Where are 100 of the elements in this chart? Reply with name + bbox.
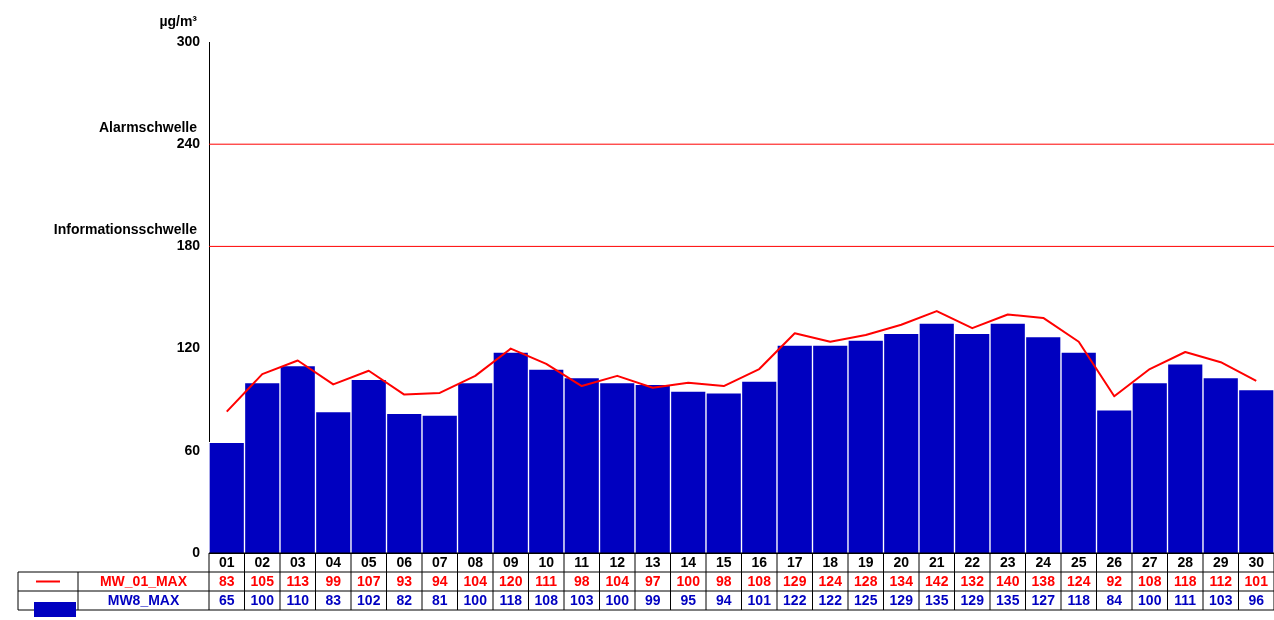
x-tick-label: 05 xyxy=(360,554,377,571)
data-label: 103 xyxy=(570,592,594,609)
ref-line-label: Informationsschwelle xyxy=(53,221,198,238)
x-tick-label: 17 xyxy=(786,554,803,571)
data-label: 102 xyxy=(357,592,381,609)
x-tick-label: 04 xyxy=(325,554,342,571)
y-tick-label: 240 xyxy=(176,135,201,152)
data-label: 101 xyxy=(1244,573,1269,590)
data-label: 129 xyxy=(889,592,914,609)
x-tick-label: 20 xyxy=(893,554,910,571)
data-label: 138 xyxy=(1031,573,1056,590)
x-tick-label: 25 xyxy=(1070,554,1087,571)
x-tick-label: 24 xyxy=(1035,554,1052,571)
data-label: 100 xyxy=(1138,592,1162,609)
data-label: 125 xyxy=(854,592,878,609)
x-tick-label: 23 xyxy=(999,554,1016,571)
data-label: 108 xyxy=(1138,573,1162,590)
data-label: 99 xyxy=(644,592,661,609)
data-label: 83 xyxy=(325,592,342,609)
x-tick-label: 11 xyxy=(574,554,590,571)
data-label: 112 xyxy=(1209,573,1233,590)
x-tick-label: 03 xyxy=(289,554,306,571)
x-tick-label: 16 xyxy=(751,554,768,571)
x-tick-label: 07 xyxy=(431,554,448,571)
data-label: 84 xyxy=(1106,592,1123,609)
data-label: 111 xyxy=(1174,592,1197,609)
data-label: 122 xyxy=(783,592,807,609)
x-tick-label: 30 xyxy=(1248,554,1265,571)
data-label: 94 xyxy=(715,592,732,609)
data-label: 93 xyxy=(396,573,413,590)
y-tick-label: 180 xyxy=(176,237,201,254)
data-label: 105 xyxy=(250,573,275,590)
data-label: 101 xyxy=(747,592,772,609)
x-tick-label: 14 xyxy=(680,554,697,571)
data-label: 107 xyxy=(357,573,381,590)
data-label: 127 xyxy=(1031,592,1056,609)
data-label: 129 xyxy=(783,573,807,590)
data-label: 120 xyxy=(499,573,523,590)
ref-line-label: Alarmschwelle xyxy=(98,119,198,136)
x-tick-label: 13 xyxy=(644,554,661,571)
data-label: 95 xyxy=(680,592,697,609)
data-label: 134 xyxy=(889,573,914,590)
legend-label: MW8_MAX xyxy=(107,592,180,609)
x-tick-label: 18 xyxy=(822,554,839,571)
data-label: 111 xyxy=(535,573,558,590)
x-tick-label: 06 xyxy=(396,554,413,571)
data-label: 98 xyxy=(573,573,590,590)
data-label: 135 xyxy=(996,592,1020,609)
data-label: 100 xyxy=(250,592,275,609)
x-tick-label: 01 xyxy=(218,554,235,571)
x-tick-label: 12 xyxy=(609,554,626,571)
x-tick-label: 09 xyxy=(502,554,519,571)
x-tick-label: 29 xyxy=(1212,554,1229,571)
data-label: 100 xyxy=(605,592,630,609)
data-label: 108 xyxy=(747,573,772,590)
y-tick-label: 0 xyxy=(192,543,201,560)
data-label: 124 xyxy=(818,573,843,590)
data-label: 108 xyxy=(534,592,559,609)
y-tick-label: 120 xyxy=(176,339,201,356)
data-label: 128 xyxy=(854,573,878,590)
data-label: 100 xyxy=(463,592,488,609)
data-label: 104 xyxy=(463,573,488,590)
x-tick-label: 28 xyxy=(1177,554,1194,571)
data-label: 124 xyxy=(1067,573,1091,590)
y-axis-title: µg/m³ xyxy=(159,13,198,29)
x-tick-label: 19 xyxy=(857,554,874,571)
x-tick-label: 27 xyxy=(1141,554,1158,571)
y-tick-label: 300 xyxy=(176,32,201,49)
data-label: 132 xyxy=(960,573,985,590)
data-label: 65 xyxy=(218,592,235,609)
data-label: 100 xyxy=(676,573,701,590)
x-tick-label: 26 xyxy=(1106,554,1123,571)
y-tick-label: 60 xyxy=(184,441,201,458)
data-label: 104 xyxy=(605,573,630,590)
data-label: 135 xyxy=(925,592,949,609)
data-label: 92 xyxy=(1106,573,1123,590)
x-tick-label: 02 xyxy=(254,554,271,571)
data-label: 140 xyxy=(996,573,1020,590)
data-label: 110 xyxy=(286,592,310,609)
data-label: 118 xyxy=(1173,573,1197,590)
data-label: 94 xyxy=(431,573,448,590)
data-label: 81 xyxy=(431,592,448,609)
x-tick-label: 21 xyxy=(928,554,945,571)
data-label: 129 xyxy=(960,592,985,609)
data-label: 113 xyxy=(286,573,310,590)
data-label: 96 xyxy=(1248,592,1265,609)
data-label: 83 xyxy=(218,573,235,590)
data-label: 122 xyxy=(818,592,843,609)
data-label: 98 xyxy=(715,573,732,590)
text: MW_01_MAX xyxy=(99,573,188,590)
x-tick-label: 10 xyxy=(538,554,555,571)
data-label: 99 xyxy=(325,573,342,590)
data-label: 118 xyxy=(1067,592,1091,609)
data-label: 82 xyxy=(396,592,413,609)
data-label: 97 xyxy=(644,573,661,590)
x-tick-label: 22 xyxy=(964,554,981,571)
x-tick-label: 08 xyxy=(467,554,484,571)
data-label: 118 xyxy=(499,592,523,609)
x-tick-label: 15 xyxy=(715,554,732,571)
data-label: 142 xyxy=(925,573,949,590)
